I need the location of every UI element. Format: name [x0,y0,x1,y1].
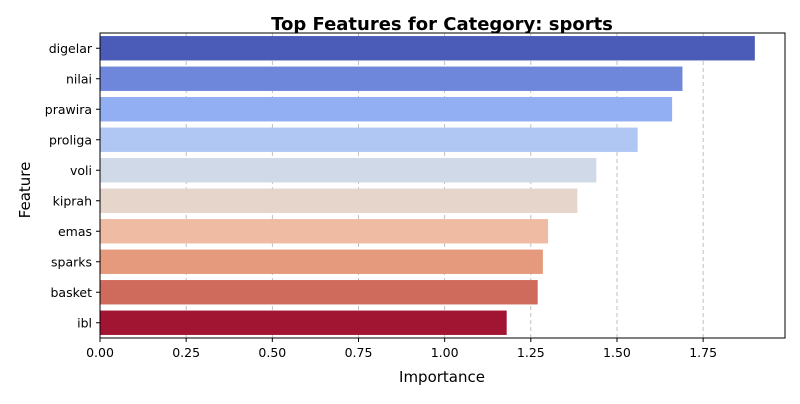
plot-frame [99,32,786,339]
y-tick-label: prawira [45,102,92,117]
x-axis-label: Importance [399,368,485,386]
y-tick-label: basket [51,285,93,300]
x-tick-label: 0.50 [258,345,286,360]
bars [100,36,755,335]
x-tick-label: 0.00 [86,345,114,360]
bar-proliga [100,127,638,152]
x-tick-label: 0.75 [345,345,373,360]
y-tick-label: sparks [51,254,92,269]
bar-emas [100,219,549,244]
x-tick-label: 1.00 [431,345,459,360]
y-tick-label: proliga [49,132,92,147]
y-tick-label: emas [58,224,92,239]
y-tick-label: kiprah [53,193,92,208]
bar-digelar [100,36,755,61]
bar-basket [100,280,538,305]
x-tick-label: 1.50 [603,345,631,360]
bar-voli [100,158,597,183]
bar-ibl [100,310,507,335]
chart-title: Top Features for Category: sports [271,14,613,35]
x-tick-label: 0.25 [172,345,200,360]
x-axis-ticks: 0.00 0.25 0.50 0.75 1.00 1.25 1.50 1.75 [86,338,717,360]
bar-sparks [100,249,543,274]
bar-kiprah [100,188,578,213]
bar-nilai [100,66,683,91]
y-tick-label: voli [70,163,92,178]
y-tick-label: nilai [66,71,92,86]
x-tick-label: 1.25 [517,345,545,360]
y-axis-ticks: digelar nilai prawira proliga voli kiprah emas… [45,41,100,330]
y-tick-label: digelar [49,41,93,56]
y-tick-label: ibl [77,315,92,330]
y-axis-label: Feature [16,162,34,219]
x-tick-label: 1.75 [689,345,717,360]
bar-prawira [100,97,673,122]
